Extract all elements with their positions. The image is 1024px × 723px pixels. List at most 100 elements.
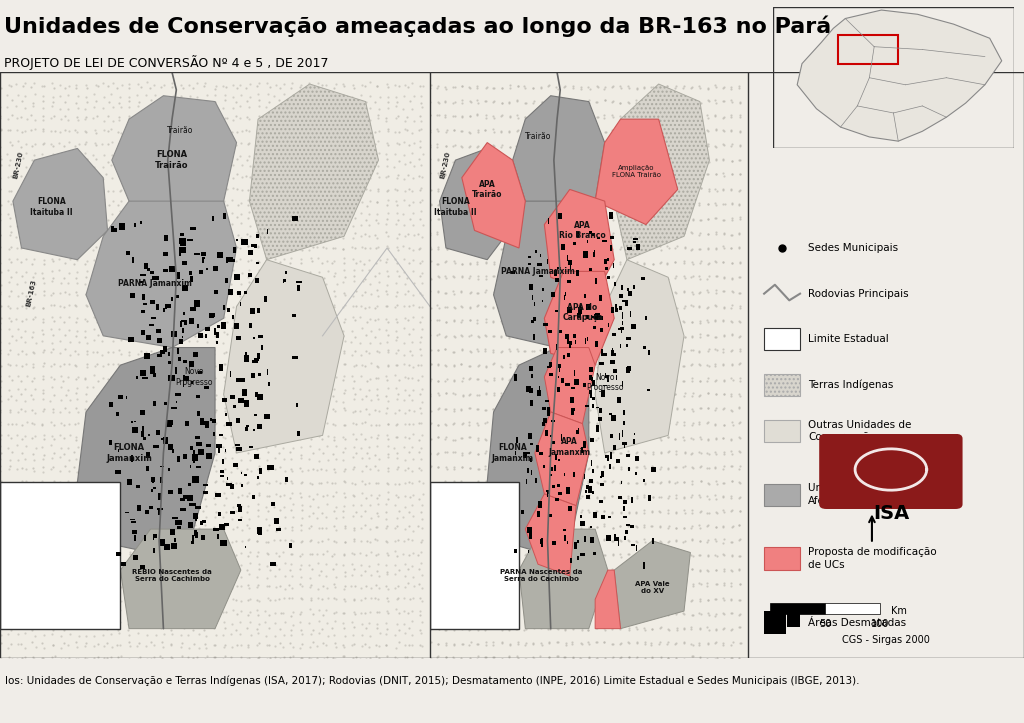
Bar [590,375,592,380]
Bar [175,393,181,396]
Bar [225,278,228,283]
Bar [574,379,579,385]
Bar [119,395,123,399]
Bar [556,387,560,392]
Bar [220,540,226,546]
Bar [230,511,234,514]
Bar [213,529,218,531]
Bar [555,309,558,312]
Bar [175,367,177,374]
Bar [126,252,130,254]
Bar [190,276,194,282]
Bar [196,454,198,456]
Bar [271,502,274,506]
Bar [145,335,151,340]
Bar [219,434,223,436]
Bar [205,421,209,425]
Bar [614,537,618,541]
Bar [618,294,623,298]
Text: Unidades de Conservação
Afetadas: Unidades de Conservação Afetadas [808,484,944,506]
Bar [624,507,625,511]
Bar [230,372,231,377]
Bar [153,445,159,448]
Bar [225,422,231,426]
Bar [249,445,253,448]
Bar [551,293,555,296]
Bar [237,377,242,382]
Bar [188,522,194,529]
Bar [230,484,234,489]
Bar [564,535,565,541]
Bar [582,448,583,453]
Bar [224,523,228,526]
Bar [182,380,184,388]
Bar [581,553,586,556]
Text: Proposta de modificação
de UCs: Proposta de modificação de UCs [808,547,937,570]
Bar [614,534,615,538]
Bar [170,529,175,534]
Bar [130,518,135,521]
Bar [622,299,625,302]
Text: Unidades de Conservação ameaçadas ao longo da BR-163 no Pará: Unidades de Conservação ameaçadas ao lon… [4,15,831,37]
Bar [256,424,261,429]
Bar [249,323,252,328]
Bar [651,467,655,472]
Bar [605,455,606,458]
Bar [629,467,631,471]
Bar [584,536,587,542]
Bar [610,359,614,364]
Bar [764,328,800,351]
Bar [622,429,623,437]
Bar [528,263,531,265]
Bar [256,234,259,238]
Bar [212,419,216,423]
Text: PARNA Jamanxim: PARNA Jamanxim [501,267,574,276]
Bar [764,612,785,633]
Bar [252,244,257,247]
Bar [630,525,634,529]
Bar [206,268,208,270]
Bar [196,466,201,468]
Bar [633,439,636,443]
Bar [625,530,628,534]
Bar [152,477,156,482]
Bar [223,305,225,310]
Bar [577,540,579,543]
Bar [267,229,268,234]
Bar [229,259,234,262]
Bar [248,249,253,255]
Bar [550,435,552,437]
Bar [248,273,252,278]
Text: Novo
Progresso: Novo Progresso [175,367,212,387]
Text: FLONA
Jamanxim: FLONA Jamanxim [106,443,152,463]
Bar [632,497,633,503]
Bar [154,373,156,377]
Bar [548,490,550,494]
Bar [194,513,198,519]
Bar [239,506,242,512]
Bar [566,541,568,544]
Bar [196,442,202,446]
Bar [583,252,588,258]
Text: FLONA
Itaituba II: FLONA Itaituba II [31,197,73,217]
Text: APA do
Carapuça: APA do Carapuça [562,303,603,322]
Bar [210,419,212,421]
Bar [181,320,186,322]
Bar [620,433,621,440]
Bar [196,514,197,521]
Bar [556,343,558,350]
Bar [257,308,260,313]
Bar [253,429,255,431]
Bar [589,268,592,271]
Bar [626,523,630,526]
Bar [237,419,240,423]
Bar [292,356,298,359]
Bar [194,458,196,463]
Bar [171,543,177,549]
Bar [189,465,191,468]
Bar [515,451,516,455]
Bar [636,545,637,552]
Bar [564,291,565,296]
Bar [213,432,215,437]
Bar [588,337,589,341]
